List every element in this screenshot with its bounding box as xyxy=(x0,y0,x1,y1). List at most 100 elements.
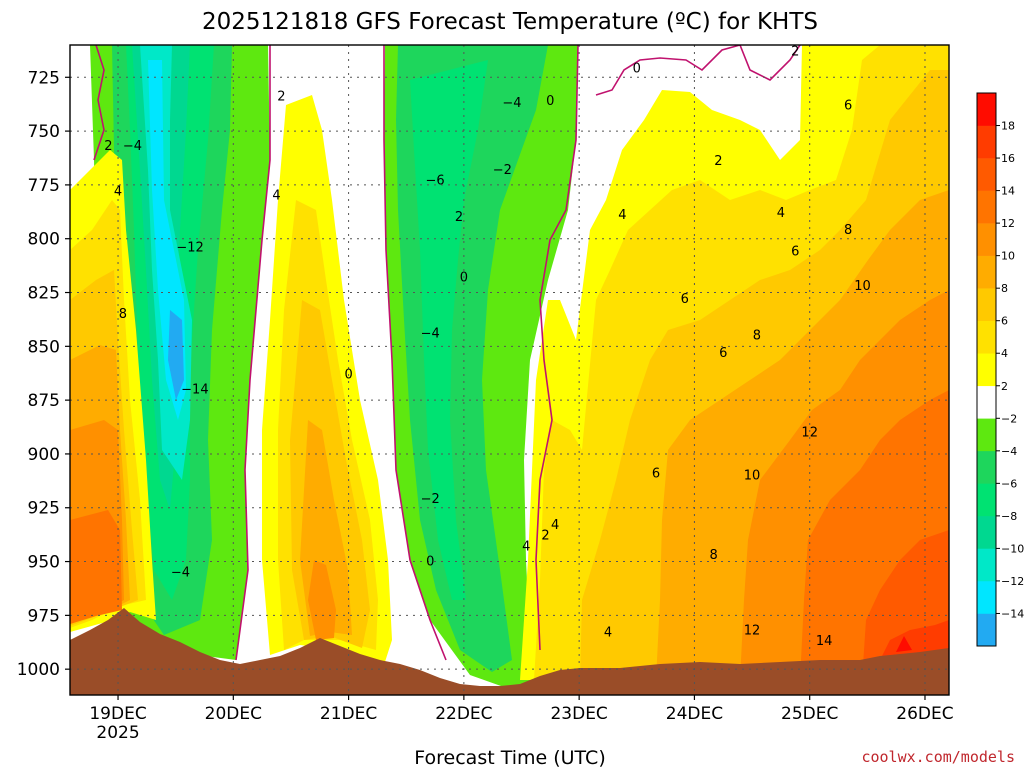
plot-frame xyxy=(69,44,950,696)
colorbar-frame xyxy=(976,92,997,647)
credit-text: coolwx.com/models xyxy=(861,748,1015,766)
contour-label-19: 0 xyxy=(633,62,641,77)
colorbar-label-11: 10 xyxy=(1001,250,1015,263)
contour-label-14: −4 xyxy=(502,96,521,111)
x-tick-label-7: 26DEC xyxy=(896,704,953,724)
y-tick-label-7: 900 xyxy=(28,445,60,465)
y-axis: 725 750 775 800 825 850 875 900 925 950 975 1000 xyxy=(17,68,70,680)
y-tick-label-3: 800 xyxy=(28,230,60,250)
contour-label-3: 8 xyxy=(119,307,127,322)
y-tick-label-1: 750 xyxy=(28,122,60,142)
y-tick-label-0: 725 xyxy=(28,68,60,88)
colorbar-swatch-15 xyxy=(977,125,996,159)
contour-label-20: 2 xyxy=(714,154,722,169)
colorbar-label-14: 16 xyxy=(1001,152,1015,165)
contour-label-27: 6 xyxy=(791,245,799,260)
contour-label-16: 0 xyxy=(546,94,554,109)
contour-label-33: 10 xyxy=(744,468,761,483)
x-tick-label-1: 20DEC xyxy=(205,704,262,724)
colorbar-swatch-10 xyxy=(977,288,996,322)
contour-label-10: −6 xyxy=(425,174,444,189)
contour-label-21: 2 xyxy=(791,44,799,59)
colorbar-label-6: −2 xyxy=(1001,412,1017,425)
contour-label-25: 6 xyxy=(681,292,689,307)
colorbar-swatch-1 xyxy=(977,580,996,614)
contour-label-8: 4 xyxy=(272,189,280,204)
terrain xyxy=(70,608,949,695)
colorbar-swatch-11 xyxy=(977,255,996,289)
y-tick-label-11: 1000 xyxy=(17,660,60,680)
contour-label-1: −4 xyxy=(123,139,142,154)
colorbar-label-8: 4 xyxy=(1001,347,1008,360)
colorbar-swatch-5 xyxy=(977,450,996,484)
x-tick-label-2: 21DEC xyxy=(320,704,377,724)
contour-label-22: 6 xyxy=(844,98,852,113)
contour-label-29: 8 xyxy=(753,329,761,344)
colorbar-label-7: 2 xyxy=(1001,380,1008,393)
contour-label-30: 10 xyxy=(854,279,871,294)
temp-region-warm-18 xyxy=(896,636,912,652)
colorbar-label-1: −12 xyxy=(1001,575,1024,588)
colorbar-label-2: −10 xyxy=(1001,542,1024,555)
contour-label-9: 0 xyxy=(344,367,352,382)
x-tick-label-6: 25DEC xyxy=(781,704,838,724)
colorbar-label-9: 6 xyxy=(1001,315,1008,328)
x-tick-label-3: 22DEC xyxy=(435,704,492,724)
contour-label-0: 2 xyxy=(104,139,112,154)
temp-region-warm21-10 xyxy=(308,560,336,640)
y-tick-label-6: 875 xyxy=(28,391,60,411)
colorbar-label-10: 8 xyxy=(1001,282,1008,295)
y-tick-label-4: 825 xyxy=(28,284,60,304)
colorbar-swatch-9 xyxy=(977,320,996,354)
chart-title: 2025121818 GFS Forecast Temperature (ºC)… xyxy=(202,9,818,35)
contour-label-7: 2 xyxy=(277,90,285,105)
colorbar-swatch-3 xyxy=(977,515,996,549)
contour-label-18: 2 xyxy=(455,210,463,225)
colorbar-label-5: −4 xyxy=(1001,445,1017,458)
colorbar-swatch-13 xyxy=(977,190,996,224)
contour-label-40: 14 xyxy=(816,634,833,649)
colorbar-swatch-12 xyxy=(977,223,996,256)
colorbar-swatch-4 xyxy=(977,483,996,517)
x-axis: 19DEC 20DEC 21DEC 22DEC 23DEC 24DEC 25DEC 26DEC… xyxy=(89,695,954,743)
y-tick-label-2: 775 xyxy=(28,176,60,196)
colorbar-swatch-7 xyxy=(977,385,996,419)
contour-label-35: 4 xyxy=(551,518,559,533)
contour-label-17: 0 xyxy=(460,270,468,285)
temp-region-warm19-12 xyxy=(70,510,122,624)
zero-isotherms xyxy=(93,45,801,661)
contour-label-39: 12 xyxy=(744,623,761,638)
colorbar-swatch-16 xyxy=(977,93,996,126)
colorbar-swatch-8 xyxy=(977,353,996,387)
contour-label-5: −14 xyxy=(181,382,208,397)
temp-region-cold22-minus8 xyxy=(410,60,488,600)
contour-label-12: −2 xyxy=(421,492,440,507)
colorbar-swatch-0 xyxy=(977,613,996,647)
colorbar-label-12: 12 xyxy=(1001,217,1015,230)
contour-label-4: −12 xyxy=(176,240,203,255)
contour-label-23: 4 xyxy=(618,208,626,223)
colorbar: −14 −12 −10 −8 −6 −4 −2 2 4 6 8 10 12 14 16 18 xyxy=(976,92,1024,647)
contour-label-37: 4 xyxy=(522,539,530,554)
contour-label-38: 4 xyxy=(604,626,612,641)
contour-label-28: 8 xyxy=(844,223,852,238)
colorbar-label-3: −8 xyxy=(1001,510,1017,523)
colorbar-label-13: 14 xyxy=(1001,185,1015,198)
x-axis-label: Forecast Time (UTC) xyxy=(414,747,605,768)
contour-label-2: 4 xyxy=(114,184,122,199)
colorbar-label-15: 18 xyxy=(1001,120,1015,133)
temp-region-cold-minus16 xyxy=(168,310,184,400)
x-tick-year-label: 2025 xyxy=(96,723,139,743)
y-tick-label-8: 925 xyxy=(28,499,60,519)
contour-label-26: 6 xyxy=(719,346,727,361)
contour-label-24: 4 xyxy=(777,206,785,221)
y-tick-label-9: 950 xyxy=(28,553,60,573)
contour-label-31: 6 xyxy=(652,466,660,481)
y-tick-label-10: 975 xyxy=(28,606,60,626)
colorbar-swatch-6 xyxy=(977,418,996,452)
contour-label-34: 8 xyxy=(709,548,717,563)
contour-label-6: −4 xyxy=(171,565,190,580)
x-tick-label-5: 24DEC xyxy=(666,704,723,724)
